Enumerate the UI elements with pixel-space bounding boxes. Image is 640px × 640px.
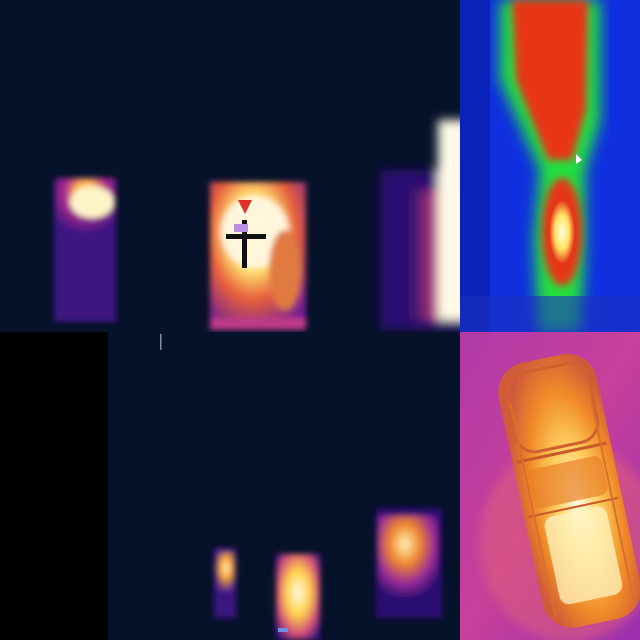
crosshair-marker: [226, 200, 266, 268]
thermal-tile-dark-building: [0, 332, 460, 640]
cursor-marker: [576, 154, 582, 164]
warm-window-left: [54, 178, 116, 322]
warm-window-right: [378, 516, 438, 596]
thermal-tile-vehicle: [460, 332, 640, 640]
tick-mark: [160, 334, 162, 350]
black-border-strip: [0, 332, 108, 640]
hot-window-right: [380, 120, 460, 330]
warm-window-small: [216, 552, 236, 592]
thermal-tile-rainbow-figure: [460, 0, 640, 332]
thermal-image-building-windows: [0, 0, 460, 332]
thermal-image-rainbow-figure: [460, 0, 640, 332]
thermal-image-vehicle: [460, 332, 640, 640]
vehicle-body: [498, 353, 640, 628]
hotspot: [546, 192, 578, 272]
thermal-tile-building-windows: [0, 0, 460, 332]
thermal-image-dark-building: [0, 332, 460, 640]
warm-window-center: [210, 182, 306, 330]
warm-window-middle: [276, 554, 320, 640]
